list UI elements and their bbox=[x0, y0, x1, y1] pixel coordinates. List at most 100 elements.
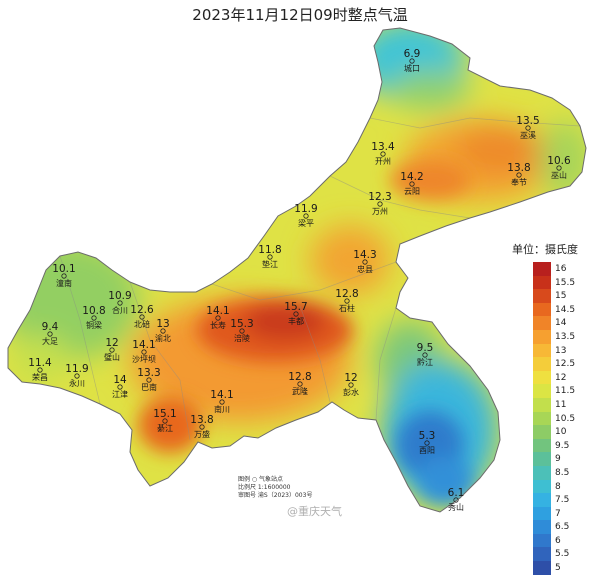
station-dot bbox=[516, 172, 522, 178]
legend-swatch bbox=[533, 329, 551, 344]
station-name: 江津 bbox=[112, 389, 128, 399]
station-marker: 9.5 黔江 bbox=[417, 342, 434, 367]
station-dot bbox=[556, 165, 562, 171]
station-name: 大足 bbox=[42, 336, 58, 346]
station-marker: 15.7 丰都 bbox=[284, 301, 307, 326]
legend-row: 6.5 bbox=[533, 520, 593, 534]
station-name: 垫江 bbox=[262, 259, 278, 269]
station-temperature: 13.3 bbox=[137, 367, 160, 379]
station-name: 梁平 bbox=[298, 219, 314, 228]
station-temperature: 15.3 bbox=[230, 318, 253, 330]
station-dot bbox=[74, 373, 80, 379]
station-temperature: 14.1 bbox=[210, 389, 233, 401]
legend-row: 13.5 bbox=[533, 329, 593, 344]
legend-swatch bbox=[533, 547, 551, 562]
station-marker: 13.4 开州 bbox=[371, 141, 395, 166]
legend-swatch bbox=[533, 302, 551, 317]
station-marker: 10.8 铜梁 bbox=[82, 305, 105, 330]
legend-swatch bbox=[533, 506, 551, 521]
station-name: 彭水 bbox=[343, 387, 359, 397]
station-name: 秀山 bbox=[448, 502, 464, 512]
station-name: 石柱 bbox=[339, 303, 355, 313]
station-name: 巴南 bbox=[141, 382, 157, 392]
legend-label: 12 bbox=[555, 372, 567, 383]
legend-swatch bbox=[533, 411, 551, 426]
stations-layer: 6.9 城口 13.5 巫溪 13.4 开州 13.8 奉节 10.6 巫山 14.2 云阳 12.3 万… bbox=[28, 48, 571, 512]
station-name: 沙坪坝 bbox=[132, 355, 156, 364]
legend-row: 7.5 bbox=[533, 493, 593, 507]
legend-row: 10 bbox=[533, 425, 593, 439]
station-marker: 12.3 万州 bbox=[368, 191, 391, 216]
station-dot bbox=[344, 298, 350, 304]
station-marker: 13.3 巴南 bbox=[137, 367, 160, 392]
station-marker: 11.4 荣昌 bbox=[28, 357, 52, 382]
station-name: 奉节 bbox=[511, 177, 527, 187]
legend-swatch bbox=[533, 425, 551, 439]
station-name: 丰都 bbox=[288, 316, 304, 326]
station-marker: 13.8 奉节 bbox=[507, 162, 530, 187]
station-temperature: 14.1 bbox=[206, 305, 229, 317]
legend-label: 5.5 bbox=[555, 549, 570, 560]
station-name: 武隆 bbox=[292, 386, 308, 396]
map-info-approval: 审图号 渝S（2023）003号 bbox=[238, 492, 313, 499]
legend-label: 15.5 bbox=[555, 277, 576, 288]
station-marker: 10.1 潼南 bbox=[52, 263, 75, 288]
station-marker: 15.1 綦江 bbox=[153, 408, 176, 433]
station-name: 酉阳 bbox=[419, 446, 435, 455]
station-temperature: 10.6 bbox=[547, 155, 571, 167]
station-temperature: 6.1 bbox=[448, 487, 465, 499]
legend-row: 5.5 bbox=[533, 547, 593, 562]
legend-label: 11 bbox=[555, 399, 567, 410]
station-marker: 12 彭水 bbox=[343, 372, 359, 397]
station-name: 忠县 bbox=[357, 265, 373, 274]
station-temperature: 13.8 bbox=[190, 414, 213, 426]
station-dot bbox=[141, 349, 147, 355]
legend-label: 10 bbox=[555, 427, 567, 438]
station-dot bbox=[409, 181, 415, 187]
legend-title: 单位：摄氏度 bbox=[512, 243, 578, 256]
station-marker: 12 璧山 bbox=[104, 337, 120, 362]
station-dot bbox=[424, 440, 430, 446]
station-marker: 13.5 巫溪 bbox=[516, 115, 539, 140]
legend-swatch bbox=[533, 397, 551, 412]
station-temperature: 13.4 bbox=[371, 141, 395, 153]
legend-swatch bbox=[533, 370, 551, 385]
station-name: 合川 bbox=[112, 305, 128, 315]
station-name: 巫溪 bbox=[520, 130, 536, 140]
legend-swatch bbox=[533, 493, 551, 507]
legend-label: 13 bbox=[555, 345, 567, 356]
station-dot bbox=[199, 424, 205, 430]
legend-row: 15.5 bbox=[533, 275, 593, 290]
legend-swatch bbox=[533, 452, 551, 466]
station-temperature: 13 bbox=[156, 318, 169, 330]
station-dot bbox=[380, 151, 386, 157]
station-dot bbox=[377, 201, 383, 207]
station-temperature: 13.5 bbox=[516, 115, 539, 127]
legend-swatch bbox=[533, 275, 551, 290]
station-temperature: 5.3 bbox=[419, 430, 436, 442]
legend-row: 14.5 bbox=[533, 302, 593, 317]
station-marker: 14.1 南川 bbox=[210, 389, 233, 414]
station-temperature: 9.5 bbox=[417, 342, 434, 354]
legend-label: 10.5 bbox=[555, 413, 576, 424]
station-temperature: 12.6 bbox=[130, 304, 154, 316]
station-name: 潼南 bbox=[56, 278, 72, 288]
station-marker: 14.3 忠县 bbox=[353, 249, 376, 274]
legend-swatch bbox=[533, 438, 551, 453]
station-name: 北碚 bbox=[134, 319, 150, 329]
legend-label: 15 bbox=[555, 291, 567, 302]
station-dot bbox=[303, 213, 309, 219]
station-dot bbox=[61, 273, 67, 279]
legend-label: 9.5 bbox=[555, 440, 570, 451]
legend-row: 16 bbox=[533, 262, 593, 276]
legend-label: 9 bbox=[555, 454, 561, 465]
station-temperature: 10.9 bbox=[108, 290, 131, 302]
station-temperature: 12 bbox=[344, 372, 357, 384]
station-marker: 12.8 武隆 bbox=[288, 371, 311, 396]
station-dot bbox=[117, 384, 123, 390]
municipality-border bbox=[7, 27, 587, 513]
station-name: 长寿 bbox=[210, 320, 226, 330]
station-marker: 11.9 梁平 bbox=[294, 203, 317, 228]
station-name: 黔江 bbox=[417, 357, 433, 367]
station-name: 铜梁 bbox=[86, 320, 102, 330]
